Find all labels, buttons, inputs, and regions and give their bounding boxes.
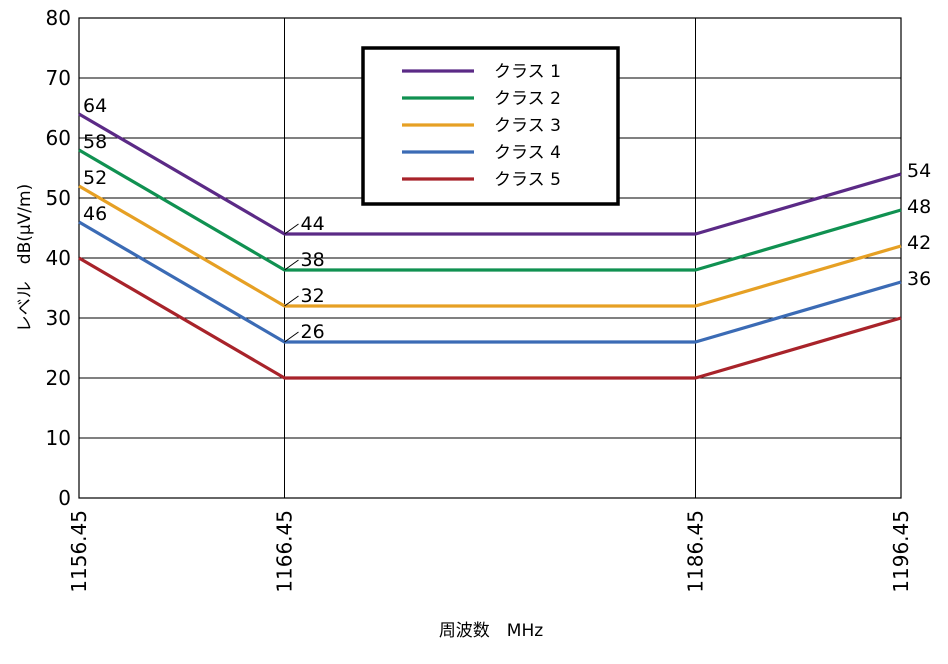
y-tick-label: 80 [46,6,71,30]
y-tick-label: 30 [46,306,71,330]
data-label: 42 [907,232,931,254]
x-tick-label: 1156.45 [67,510,91,593]
legend-label: クラス 4 [494,143,561,163]
data-label: 46 [83,203,107,225]
y-tick-label: 60 [46,126,71,150]
legend-label: クラス 2 [494,89,561,109]
data-label: 36 [907,268,931,290]
x-axis-title: 周波数 MHz [439,621,543,641]
legend: クラス 1 クラス 2 クラス 3 クラス 4 クラス 5 [363,48,618,204]
x-axis-ticks: 1156.45 1166.45 1186.45 1196.45 [67,510,913,593]
y-axis-title: レベル dB(μV/m) [15,184,35,332]
data-label: 64 [83,95,107,117]
x-tick-label: 1166.45 [273,510,297,593]
y-tick-label: 0 [58,486,71,510]
legend-label: クラス 5 [494,170,561,190]
y-tick-label: 70 [46,66,71,90]
data-label: 52 [83,167,107,189]
y-tick-label: 50 [46,186,71,210]
legend-label: クラス 3 [494,116,561,136]
legend-label: クラス 1 [494,62,561,82]
data-label: 38 [301,249,325,271]
data-label: 58 [83,131,107,153]
data-label: 26 [301,321,325,343]
data-label: 44 [301,213,325,235]
y-tick-label: 40 [46,246,71,270]
y-tick-label: 10 [46,426,71,450]
data-label: 32 [301,285,325,307]
data-label: 54 [907,160,931,182]
data-label: 48 [907,196,931,218]
x-tick-label: 1186.45 [684,510,708,593]
y-tick-label: 20 [46,366,71,390]
legend-box [363,48,618,204]
y-axis-ticks: 0 10 20 30 40 50 60 70 80 [46,6,71,510]
x-tick-label: 1196.45 [889,510,913,593]
